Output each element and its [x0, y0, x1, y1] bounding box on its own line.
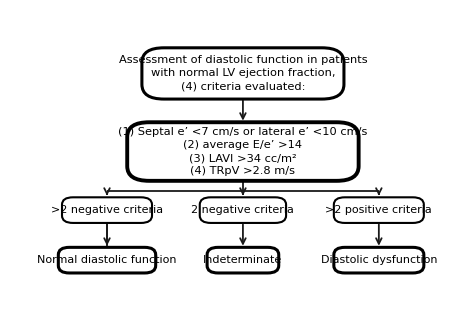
- FancyBboxPatch shape: [58, 247, 155, 273]
- Text: 2 negative criteria: 2 negative criteria: [191, 205, 294, 215]
- FancyBboxPatch shape: [142, 48, 344, 99]
- FancyBboxPatch shape: [207, 247, 279, 273]
- Text: >2 positive criteria: >2 positive criteria: [326, 205, 432, 215]
- FancyBboxPatch shape: [127, 122, 359, 181]
- FancyBboxPatch shape: [334, 247, 424, 273]
- FancyBboxPatch shape: [200, 197, 286, 223]
- FancyBboxPatch shape: [334, 197, 424, 223]
- Text: >2 negative criteria: >2 negative criteria: [51, 205, 163, 215]
- Text: Normal diastolic function: Normal diastolic function: [37, 255, 177, 265]
- Text: Assessment of diastolic function in patients
with normal LV ejection fraction,
(: Assessment of diastolic function in pati…: [118, 55, 367, 92]
- Text: (1) Septal e’ <7 cm/s or lateral e’ <10 cm/s
(2) average E/e’ >14
(3) LAVI >34 c: (1) Septal e’ <7 cm/s or lateral e’ <10 …: [118, 127, 368, 176]
- Text: Indeterminate: Indeterminate: [203, 255, 283, 265]
- Text: Diastolic dysfunction: Diastolic dysfunction: [320, 255, 437, 265]
- FancyBboxPatch shape: [62, 197, 152, 223]
